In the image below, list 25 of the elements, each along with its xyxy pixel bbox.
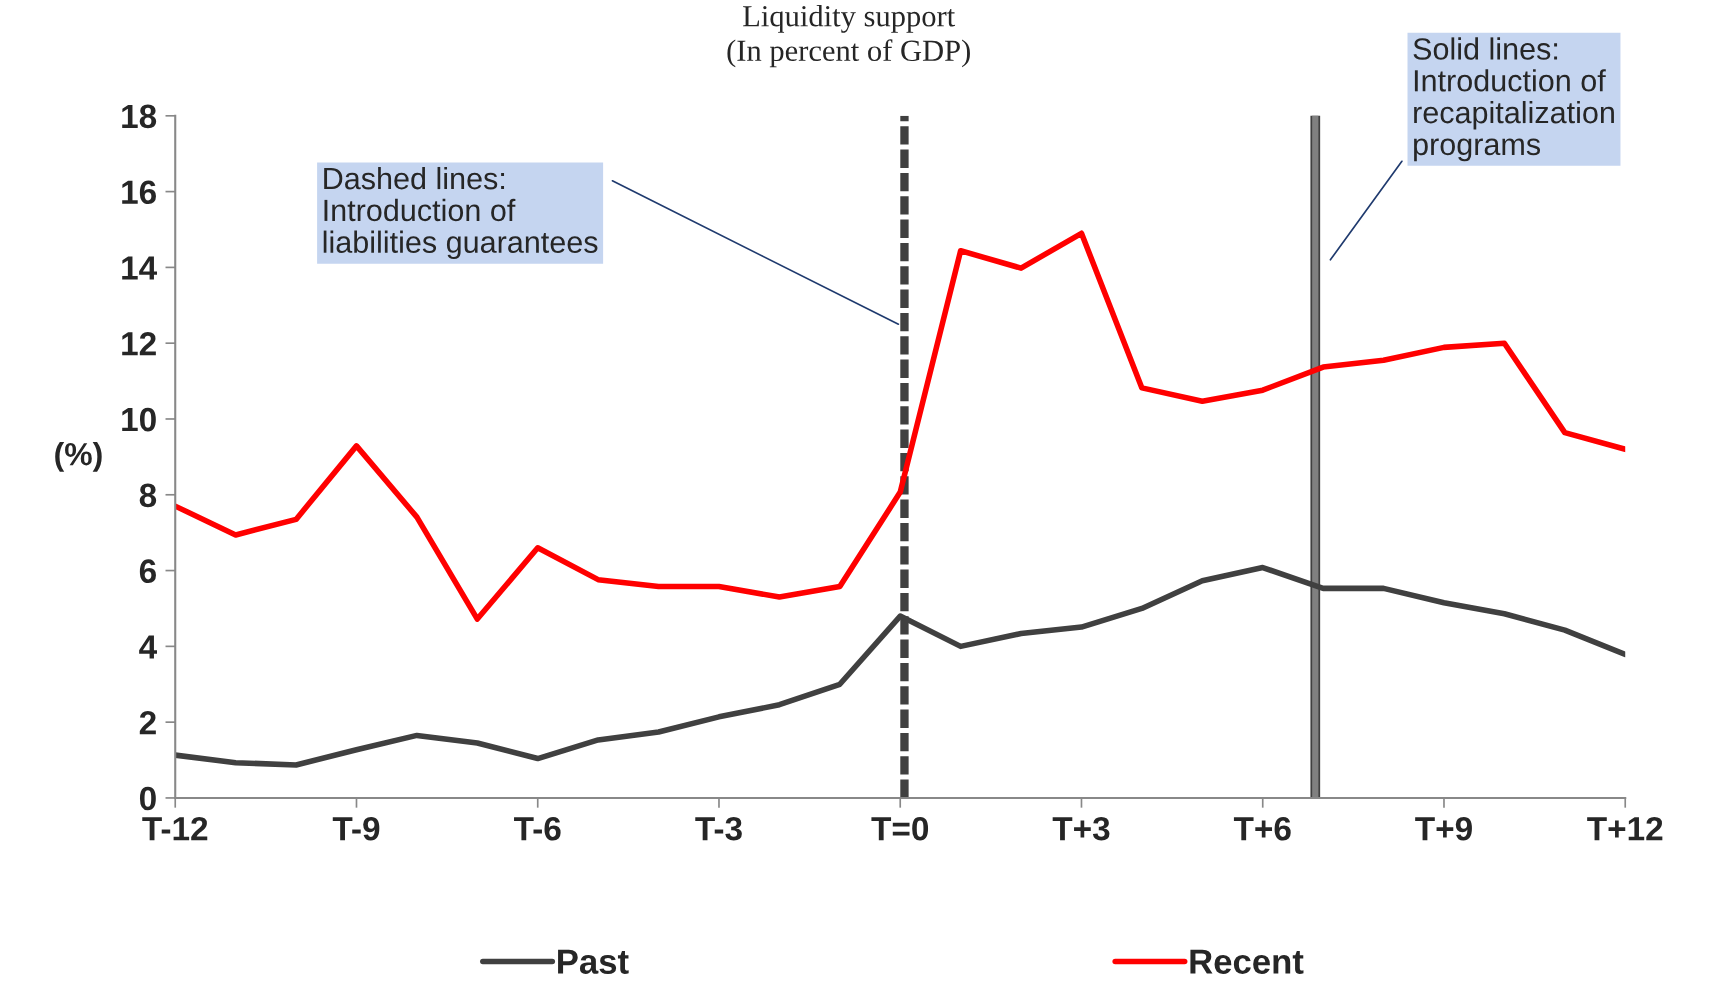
x-tick-label: T+6 bbox=[1233, 816, 1291, 841]
x-tick-label: T-12 bbox=[142, 816, 208, 841]
legend-label: Recent bbox=[1190, 949, 1304, 974]
chart-title: Liquidity support (In percent of GDP) bbox=[727, 5, 970, 68]
y-tick-label: 0 bbox=[139, 786, 156, 811]
x-tick-label: T-9 bbox=[332, 816, 380, 841]
y-axis-title: (%) bbox=[55, 441, 102, 472]
annotation: Dashed lines: Introduction of liabilities guarantees bbox=[323, 166, 598, 260]
annotation: Solid lines: Introduction of recapitalization programs bbox=[1413, 37, 1614, 162]
y-tick-label: 8 bbox=[139, 483, 157, 508]
x-tick-label: T-3 bbox=[695, 816, 742, 841]
y-tick-label: 18 bbox=[122, 104, 157, 129]
x-tick-label: T+12 bbox=[1587, 816, 1663, 841]
x-tick-label: T=0 bbox=[871, 816, 929, 841]
y-tick-label: 4 bbox=[139, 635, 157, 659]
y-tick-label: 16 bbox=[122, 180, 156, 204]
y-tick-label: 6 bbox=[139, 559, 156, 583]
x-tick-label: T+9 bbox=[1415, 816, 1472, 841]
x-tick-label: T+3 bbox=[1052, 816, 1110, 841]
x-tick-label: T-6 bbox=[514, 816, 561, 841]
y-tick-label: 10 bbox=[122, 407, 156, 432]
y-tick-label: 2 bbox=[139, 710, 156, 735]
legend-label: Past bbox=[558, 949, 629, 974]
y-tick-label: 14 bbox=[122, 256, 158, 280]
y-tick-label: 12 bbox=[122, 331, 156, 356]
